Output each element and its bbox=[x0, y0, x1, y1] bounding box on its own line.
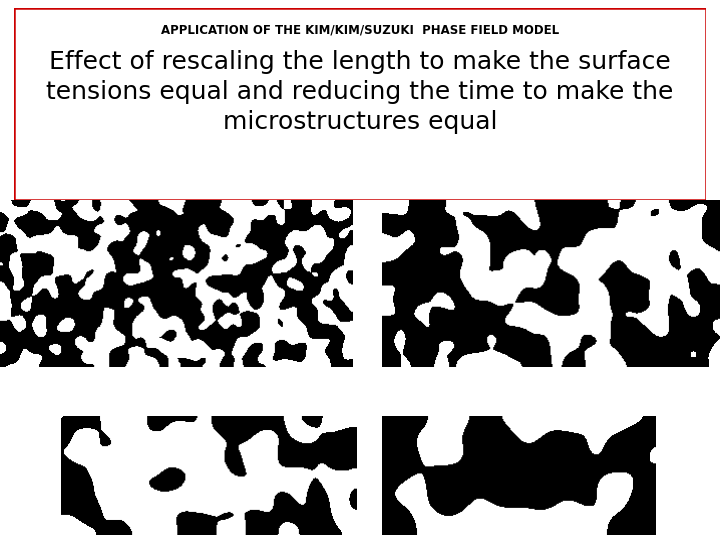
FancyBboxPatch shape bbox=[14, 8, 706, 200]
Text: $\sigma \propto \lambda$: $\sigma \propto \lambda$ bbox=[132, 223, 202, 252]
Text: $t \propto \dfrac{1}{\lambda^2}$: $t \propto \dfrac{1}{\lambda^2}$ bbox=[464, 201, 561, 274]
Text: APPLICATION OF THE KIM/KIM/SUZUKI  PHASE FIELD MODEL: APPLICATION OF THE KIM/KIM/SUZUKI PHASE … bbox=[161, 23, 559, 36]
Text: Effect of rescaling the length to make the surface
tensions equal and reducing t: Effect of rescaling the length to make t… bbox=[46, 50, 674, 134]
